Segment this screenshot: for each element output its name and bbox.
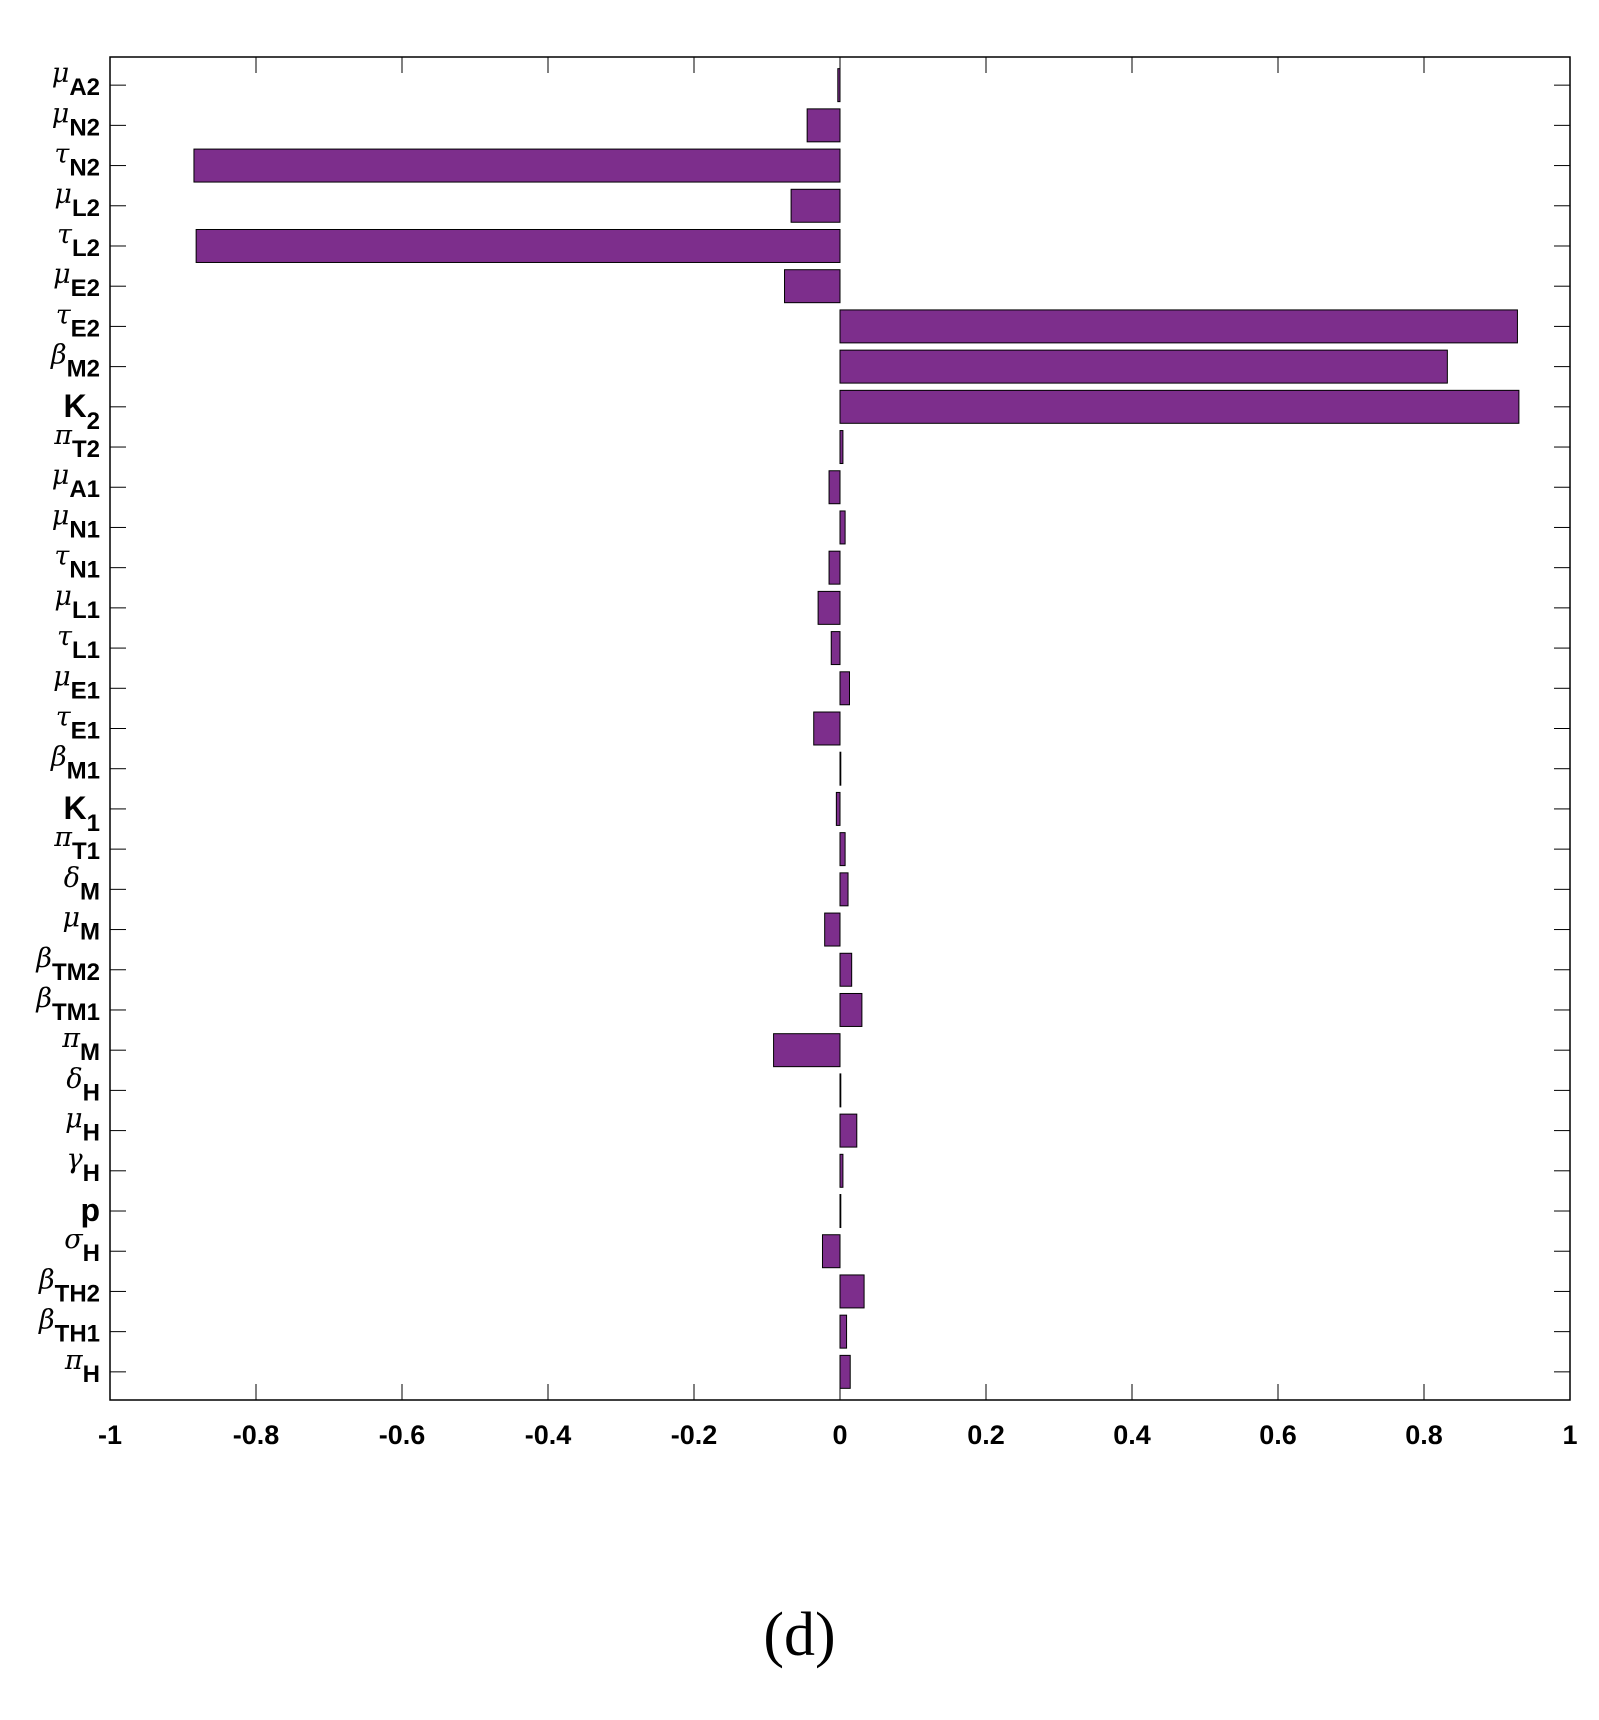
bar-30 — [839, 1274, 865, 1309]
bar-27 — [839, 1153, 844, 1188]
y-tick-label-6: τE2 — [56, 299, 100, 342]
y-tick-label-13: μL1 — [54, 581, 100, 624]
x-tick-label-0: -1 — [98, 1420, 122, 1450]
y-tick-label-27: γH — [67, 1144, 100, 1187]
bar-6 — [839, 309, 1518, 344]
bar-1 — [806, 108, 841, 143]
bar-14 — [830, 631, 841, 666]
bar-16 — [813, 711, 841, 746]
bar-8 — [839, 389, 1520, 424]
y-tick-label-22: βTM2 — [35, 943, 100, 986]
x-tick-label-1: -0.8 — [233, 1420, 280, 1450]
bar-9 — [839, 430, 844, 465]
ticks-layer — [109, 57, 1571, 1400]
y-tick-label-10: μA1 — [52, 460, 100, 503]
x-tick-label-8: 0.6 — [1259, 1420, 1297, 1450]
y-tick-label-9: πT2 — [53, 420, 100, 463]
bar-23 — [839, 992, 863, 1027]
bar-15 — [839, 671, 850, 706]
y-tick-label-0: μA2 — [52, 58, 100, 101]
y-tick-label-28: p — [80, 1192, 100, 1228]
bars-layer — [193, 68, 1520, 1389]
bar-4 — [195, 228, 841, 263]
bar-2 — [193, 148, 841, 183]
figure-caption: (d) — [763, 1601, 836, 1669]
bar-21 — [824, 912, 841, 947]
bar-17 — [839, 751, 842, 786]
y-tick-label-24: πM — [61, 1023, 100, 1066]
y-tick-label-32: πH — [64, 1345, 100, 1388]
y-tick-label-25: δH — [66, 1063, 100, 1106]
y-tick-label-8: K2 — [64, 388, 100, 435]
y-tick-label-31: βTH1 — [38, 1305, 100, 1348]
y-tick-label-5: μE2 — [53, 259, 100, 302]
y-tick-label-16: τE1 — [56, 702, 100, 745]
bar-26 — [839, 1113, 858, 1148]
x-tick-labels: -1 -0.8 -0.6 -0.4 -0.2 0 0.2 0.4 0.6 0.8 1 — [98, 1420, 1578, 1450]
x-tick-label-5: 0 — [832, 1420, 847, 1450]
x-tick-label-3: -0.4 — [525, 1420, 572, 1450]
x-tick-label-10: 1 — [1562, 1420, 1577, 1450]
x-tick-label-2: -0.6 — [379, 1420, 426, 1450]
y-tick-label-17: βM1 — [50, 742, 100, 785]
y-tick-label-19: πT1 — [53, 822, 100, 865]
y-tick-label-29: σH — [64, 1224, 100, 1267]
y-tick-label-15: μE1 — [53, 661, 100, 704]
x-tick-label-6: 0.2 — [967, 1420, 1005, 1450]
x-tick-label-7: 0.4 — [1113, 1420, 1151, 1450]
bar-22 — [839, 952, 853, 987]
y-tick-label-30: βTH2 — [38, 1264, 100, 1307]
y-tick-label-26: μH — [65, 1104, 100, 1147]
y-tick-label-23: βTM1 — [35, 983, 100, 1026]
y-tick-label-7: βM2 — [50, 340, 100, 383]
y-tick-label-18: K1 — [64, 790, 100, 837]
bar-20 — [839, 872, 849, 907]
bar-13 — [817, 590, 841, 625]
bar-12 — [828, 550, 841, 585]
bar-3 — [790, 188, 841, 223]
y-tick-label-4: τL2 — [57, 219, 100, 262]
y-tick-label-14: τL1 — [57, 621, 100, 664]
bar-29 — [821, 1234, 841, 1269]
y-tick-label-3: μL2 — [54, 179, 100, 222]
x-tick-label-9: 0.8 — [1405, 1420, 1443, 1450]
y-tick-label-2: τN2 — [54, 139, 100, 182]
bar-19 — [839, 832, 846, 867]
y-tick-label-20: δM — [64, 862, 100, 905]
y-tick-label-21: μM — [62, 903, 100, 946]
bar-11 — [839, 510, 846, 545]
bar-5 — [784, 269, 841, 304]
y-tick-label-1: μN2 — [52, 98, 100, 141]
bar-28 — [839, 1194, 842, 1229]
y-tick-label-12: τN1 — [54, 541, 100, 584]
x-tick-label-4: -0.2 — [671, 1420, 718, 1450]
y-tick-label-11: μN1 — [52, 500, 100, 543]
bar-31 — [839, 1314, 848, 1349]
bar-18 — [835, 791, 841, 826]
bar-25 — [839, 1073, 842, 1108]
bar-0 — [837, 68, 841, 103]
bar-10 — [828, 470, 841, 505]
bar-7 — [839, 349, 1448, 384]
bar-24 — [773, 1033, 841, 1068]
bar-32 — [839, 1354, 851, 1389]
